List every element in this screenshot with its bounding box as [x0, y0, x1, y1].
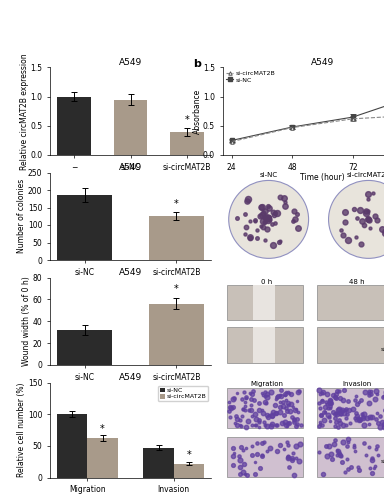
Text: *: * — [174, 199, 179, 209]
Title: A549: A549 — [119, 268, 142, 276]
Bar — [88, 438, 118, 478]
Y-axis label: Relative cell number (%): Relative cell number (%) — [17, 383, 26, 477]
Bar — [253, 328, 275, 362]
Legend: si-circMAT2B, si-NC: si-circMAT2B, si-NC — [226, 70, 275, 83]
Ellipse shape — [329, 180, 384, 258]
Bar — [57, 330, 112, 365]
Text: b: b — [193, 58, 201, 68]
Bar — [227, 388, 303, 428]
Title: A549: A549 — [119, 372, 142, 382]
Text: *: * — [100, 424, 105, 434]
Bar — [253, 285, 275, 320]
Y-axis label: Relative circMAT2B expression: Relative circMAT2B expression — [20, 53, 29, 170]
Bar — [149, 216, 204, 260]
Bar — [57, 195, 112, 260]
Bar — [316, 285, 384, 320]
Bar — [316, 328, 384, 362]
Text: *: * — [186, 450, 191, 460]
Text: 0 h: 0 h — [261, 280, 272, 285]
Text: *: * — [174, 284, 179, 294]
Bar — [174, 464, 204, 477]
Bar — [227, 285, 303, 320]
Text: si-NC: si-NC — [260, 172, 278, 178]
Text: *: * — [185, 114, 189, 124]
Bar — [144, 448, 174, 478]
Bar — [170, 132, 204, 155]
Text: 48 h: 48 h — [349, 280, 364, 285]
Text: si-circMAT2B: si-circMAT2B — [346, 172, 384, 178]
Y-axis label: Wound width (% of 0 h): Wound width (% of 0 h) — [22, 276, 31, 366]
Title: A549: A549 — [119, 58, 142, 66]
Text: Invasion: Invasion — [342, 381, 371, 387]
Text: si-circMAT2B: si-circMAT2B — [381, 460, 384, 464]
Bar — [114, 100, 147, 155]
Bar — [57, 414, 88, 478]
Title: A549: A549 — [311, 58, 334, 66]
Bar — [227, 436, 303, 476]
Bar — [149, 304, 204, 365]
Y-axis label: Absorbance: Absorbance — [192, 88, 202, 134]
Legend: si-NC, si-circMAT2B: si-NC, si-circMAT2B — [158, 386, 208, 402]
X-axis label: Time (hour): Time (hour) — [300, 173, 345, 182]
Bar — [57, 96, 91, 155]
Text: si-circMAT2B: si-circMAT2B — [381, 347, 384, 352]
Title: A549: A549 — [119, 162, 142, 172]
Ellipse shape — [229, 180, 309, 258]
Bar — [316, 436, 384, 476]
Y-axis label: Number of colonies: Number of colonies — [17, 179, 26, 254]
Bar — [316, 388, 384, 428]
Bar — [227, 328, 303, 362]
Text: Migration: Migration — [250, 381, 283, 387]
